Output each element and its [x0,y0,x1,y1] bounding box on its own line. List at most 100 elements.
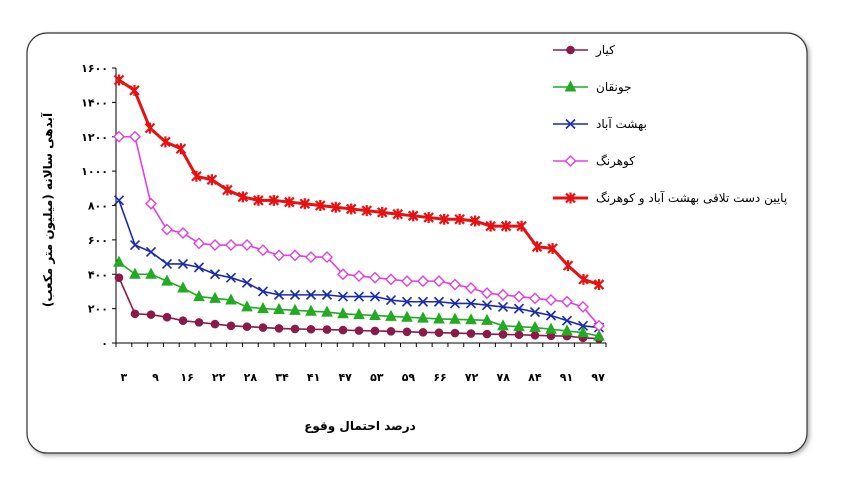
legend-marker [566,45,575,55]
data-point [485,220,496,232]
data-point [450,328,460,338]
x-tick-label: ۴۱ [307,371,320,384]
data-point [113,195,125,206]
data-point [268,194,280,206]
data-point [113,130,125,143]
data-point [161,274,173,286]
data-point [160,136,171,148]
data-point [433,296,445,307]
data-point [498,330,508,339]
legend-marker [564,80,577,92]
x-tick-label: ۲۸ [244,371,258,384]
data-point [330,201,342,213]
x-axis-ticks: ۳ ۹ ۱۶ ۲۲ ۲۸ ۳۴ ۴۱ ۴۷ ۵۳ ۵۹ ۶۶ ۷۲ ۷۸ ۸۴ ۹۱ ۹۷ [115,343,607,384]
data-point [454,213,465,225]
data-point [178,316,188,325]
data-point [353,291,365,302]
data-point [161,223,173,236]
data-point [338,325,348,335]
x-tick-label: ۹۱ [560,371,573,384]
y-tick-label: ۱۴۰۰ [81,96,108,109]
data-point [274,324,284,333]
data-point [194,318,204,327]
data-point [289,289,301,300]
data-point [531,241,543,253]
data-point [175,143,187,155]
data-point [545,310,557,321]
data-point [369,308,381,320]
data-point [369,291,381,302]
series-2 [113,195,605,333]
legend-item: جونقان [553,80,632,95]
data-point [482,329,492,339]
data-point [258,323,268,332]
data-point [385,273,397,286]
x-tick-label: ۳ [121,371,128,384]
x-tick-label: ۸۴ [528,371,542,384]
data-point [385,309,397,321]
data-point [257,302,269,314]
data-point [145,197,157,210]
data-point [577,326,589,338]
data-point [401,310,413,322]
data-point [465,298,477,309]
data-point [114,273,124,282]
data-point [129,239,141,251]
y-tick-label: ۱۶۰۰ [81,62,108,75]
data-point [593,279,605,291]
y-tick-label: ۴۰۰ [88,268,108,281]
data-point [305,289,317,300]
data-point [146,310,156,319]
data-point [242,322,252,331]
data-point [417,311,429,323]
data-point [530,330,540,340]
data-point [513,290,525,303]
data-point [225,272,237,283]
data-point [253,194,264,206]
data-point [225,239,237,252]
data-point [321,251,333,264]
data-point [345,203,357,215]
y-tick-label: ۶۰۰ [88,234,108,247]
legend-label: بهشت آباد [596,116,647,131]
data-point [129,267,141,279]
data-point [273,249,285,262]
x-tick-label: ۷۲ [465,371,479,384]
x-tick-label: ۷۸ [497,371,511,384]
data-point [578,273,589,285]
data-point [222,184,233,196]
data-point [145,246,157,257]
data-point [315,200,326,211]
data-point [385,294,397,306]
data-point [500,220,512,232]
data-point [273,302,285,314]
data-point [469,215,481,227]
legend-label: پایین دست تلاقی بهشت آباد و کوهرنگ [596,190,787,206]
data-point [423,212,434,224]
data-point [516,220,527,232]
data-point [481,287,493,300]
data-point [593,329,605,341]
data-point [177,258,189,270]
data-point [513,303,525,314]
data-point [193,262,205,273]
data-point [305,251,317,264]
data-point [322,325,332,334]
y-tick-label: ۸۰۰ [88,200,108,213]
data-point [417,296,429,307]
x-tick-label: ۵۹ [402,371,416,384]
data-point [433,312,445,324]
data-point [305,304,317,316]
data-point [407,210,419,222]
data-point [434,328,444,337]
legend-item: پایین دست تلاقی بهشت آباد و کوهرنگ [553,190,787,206]
data-point [433,275,445,288]
y-axis-ticks: ۰ ۲۰۰ ۴۰۰ ۶۰۰ ۸۰۰ ۱۰۰۰ ۱۲۰۰ ۱۴۰۰ ۱۶۰۰ [81,62,116,350]
data-point [438,213,450,225]
data-point [161,258,173,270]
data-point [193,290,205,302]
data-point [402,327,412,337]
data-point [241,239,253,252]
data-point [321,289,333,300]
